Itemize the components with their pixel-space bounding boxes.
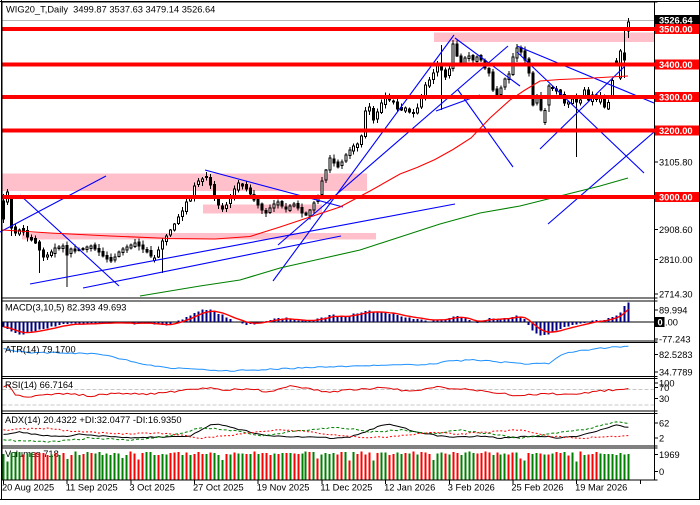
svg-text:2810.00: 2810.00: [659, 255, 693, 265]
svg-text:ATR(14) 79.1700: ATR(14) 79.1700: [5, 345, 76, 355]
svg-text:3200.00: 3200.00: [659, 126, 693, 136]
svg-text:19 Nov 2025: 19 Nov 2025: [257, 483, 310, 493]
svg-text:ADX(14) 20.4322 +DI:32.0477 -D: ADX(14) 20.4322 +DI:32.0477 -DI:16.9350: [5, 415, 182, 425]
svg-text:82.5283: 82.5283: [659, 350, 693, 360]
svg-text:WIG20_T,Daily 3499.87 3537.63: WIG20_T,Daily 3499.87 3537.63 3479.14 35…: [6, 4, 215, 14]
svg-text:27 Oct 2025: 27 Oct 2025: [193, 483, 244, 493]
svg-text:1969: 1969: [659, 450, 680, 460]
svg-text:3500.00: 3500.00: [659, 24, 693, 34]
svg-text:20 Aug 2025: 20 Aug 2025: [2, 483, 54, 493]
svg-text:34.7789: 34.7789: [659, 367, 693, 377]
svg-text:3 Feb 2026: 3 Feb 2026: [448, 483, 495, 493]
svg-text:0: 0: [658, 317, 663, 327]
svg-text:19 Mar 2026: 19 Mar 2026: [575, 483, 627, 493]
svg-text:2: 2: [659, 433, 664, 443]
svg-text:2714.30: 2714.30: [659, 289, 693, 299]
svg-text:70: 70: [659, 383, 669, 393]
svg-text:11 Dec 2025: 11 Dec 2025: [320, 483, 372, 493]
svg-text:RSI(14) 66.7164: RSI(14) 66.7164: [5, 380, 73, 390]
svg-text:11 Sep 2025: 11 Sep 2025: [66, 483, 118, 493]
svg-text:0: 0: [659, 467, 664, 477]
svg-text:25 Feb 2026: 25 Feb 2026: [511, 483, 563, 493]
svg-text:MACD(3,10,5) 82.393 49.693: MACD(3,10,5) 82.393 49.693: [5, 303, 126, 313]
svg-text:.00: .00: [665, 317, 678, 327]
svg-text:62: 62: [659, 418, 669, 428]
svg-text:3400.00: 3400.00: [659, 60, 693, 70]
svg-text:30: 30: [659, 394, 669, 404]
svg-text:3105.80: 3105.80: [659, 157, 693, 167]
svg-text:3300.00: 3300.00: [659, 92, 693, 102]
svg-text:89.994: 89.994: [659, 305, 687, 315]
svg-text:3 Oct 2025: 3 Oct 2025: [129, 483, 174, 493]
svg-text:12 Jan 2026: 12 Jan 2026: [384, 483, 435, 493]
svg-text:2908.60: 2908.60: [659, 225, 693, 235]
svg-text:-77.243: -77.243: [659, 334, 691, 344]
svg-text:3000.00: 3000.00: [659, 192, 693, 202]
